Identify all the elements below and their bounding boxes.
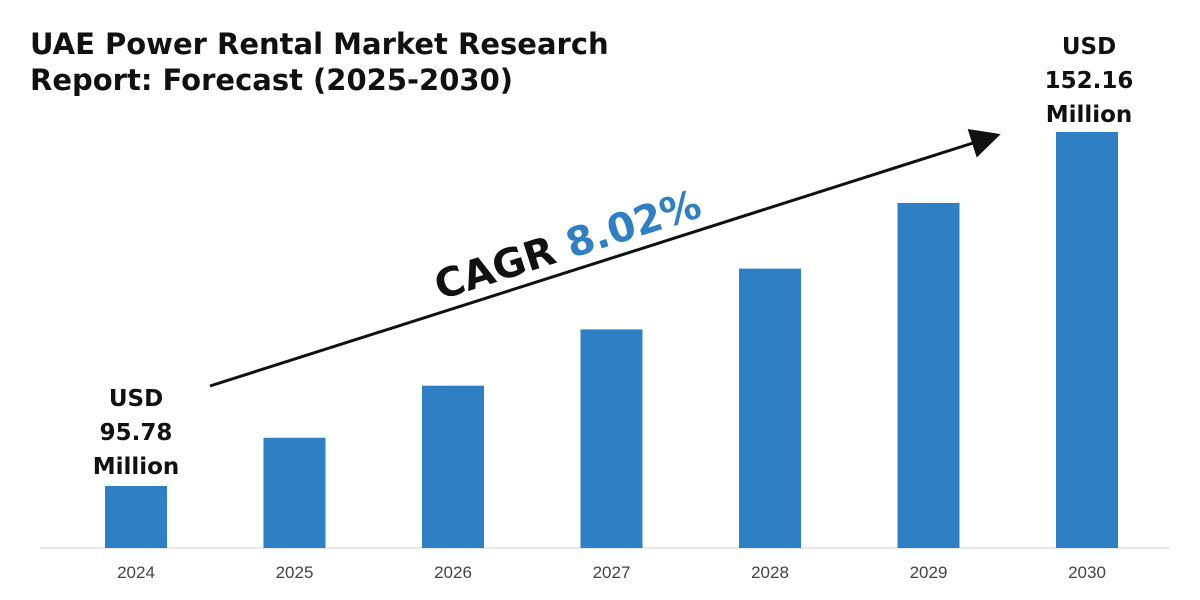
cagr-annotation: CAGR 8.02% <box>429 182 707 310</box>
cagr-label: CAGR <box>429 224 574 310</box>
cagr-value: 8.02% <box>560 182 706 268</box>
growth-arrow <box>209 128 1001 388</box>
start-value-label: 95.78 <box>100 420 173 446</box>
start-value-label: USD <box>109 386 163 412</box>
x-tick-label: 2024 <box>117 563 155 582</box>
start-value-label: Million <box>93 454 180 480</box>
end-value-label: Million <box>1046 102 1133 128</box>
x-tick-label: 2030 <box>1068 563 1106 582</box>
x-tick-label: 2028 <box>751 563 789 582</box>
bar-2027 <box>580 329 643 548</box>
x-tick-label: 2026 <box>434 563 472 582</box>
bar-2030 <box>1056 132 1118 548</box>
bar-2029 <box>897 202 960 549</box>
end-value-label: 152.16 <box>1045 68 1134 94</box>
bar-2024 <box>105 486 167 548</box>
x-tick-label: 2025 <box>276 563 314 582</box>
end-value-label: USD <box>1062 34 1116 60</box>
bar-2025 <box>263 437 326 548</box>
bar-2026 <box>422 385 484 548</box>
chart-title: UAE Power Rental Market Research Report:… <box>30 27 609 97</box>
x-tick-label: 2029 <box>910 563 948 582</box>
x-tick-label: 2027 <box>593 563 631 582</box>
bar-2028 <box>739 268 801 548</box>
